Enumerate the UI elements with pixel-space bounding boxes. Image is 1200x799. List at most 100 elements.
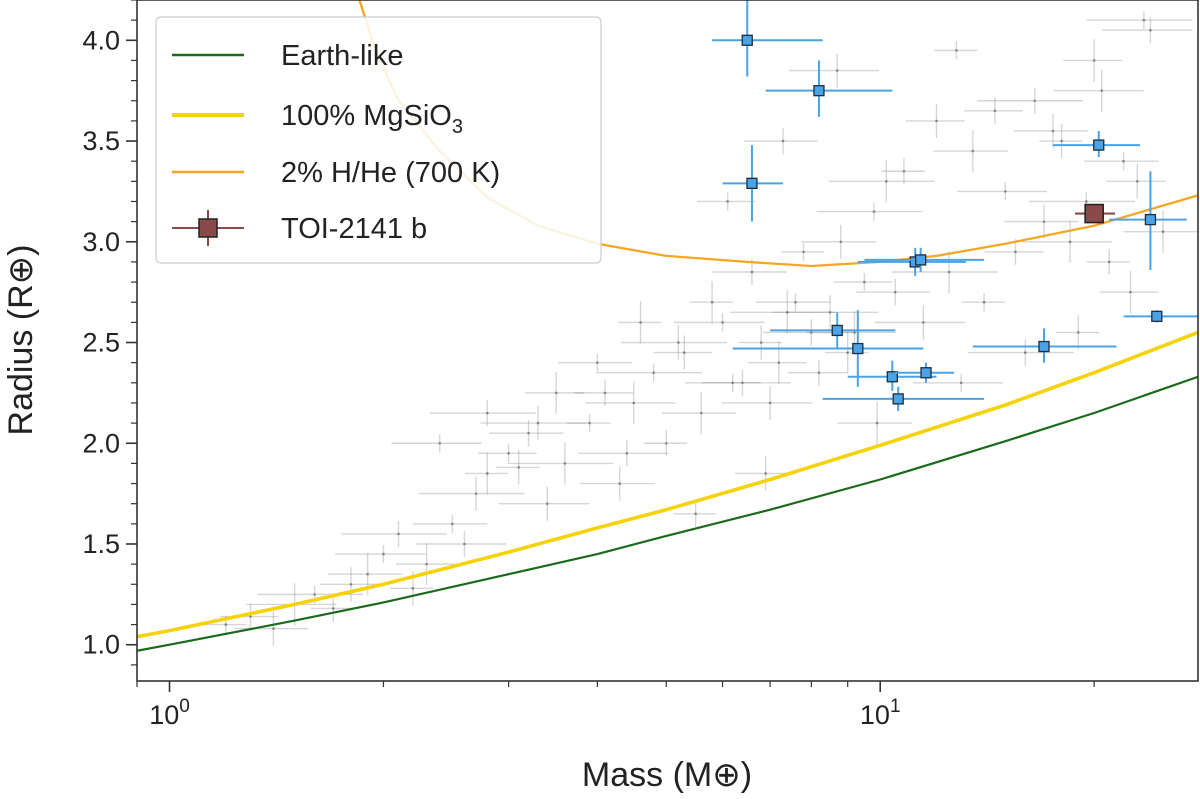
target-planet — [1075, 203, 1116, 224]
background-planet — [464, 452, 509, 495]
background-planet — [855, 279, 931, 306]
legend-box — [155, 16, 602, 264]
background-planet — [412, 514, 488, 533]
legend-label-mgsio3: 100% MgSiO3 — [281, 100, 463, 138]
background-planet — [496, 450, 540, 485]
background-planet — [620, 325, 727, 360]
target-planet-marker — [1084, 203, 1104, 224]
curve-earth — [137, 375, 1198, 652]
background-planet — [1086, 11, 1193, 30]
background-planet — [905, 103, 965, 139]
background-planet — [1055, 315, 1100, 350]
background-planet — [837, 401, 913, 445]
background-planet — [643, 430, 688, 457]
curve-mgsio3 — [137, 330, 1198, 639]
background-planet — [934, 41, 978, 60]
background-planet — [653, 335, 713, 370]
background-planet — [480, 405, 587, 441]
background-planet — [585, 381, 676, 425]
background-planet — [1099, 270, 1159, 314]
background-planet — [816, 202, 923, 221]
background-planet — [574, 379, 634, 406]
highlighted-planet — [972, 328, 1117, 363]
background-planet — [1123, 210, 1198, 253]
highlighted-planets — [712, 0, 1198, 412]
background-planet — [429, 399, 536, 427]
background-planet — [743, 127, 819, 155]
y-tick-label: 4.0 — [82, 25, 120, 55]
y-axis-title: Radius (R⊕) — [2, 245, 40, 436]
background-planet — [1102, 17, 1193, 44]
x-tick-label: 100 — [149, 696, 190, 730]
background-planet — [673, 500, 717, 527]
legend-label-earth: Earth-like — [281, 40, 404, 72]
background-planet — [881, 158, 925, 185]
background-planet — [964, 97, 1023, 124]
background-planet — [567, 414, 611, 433]
y-tick-label: 1.5 — [82, 529, 120, 559]
background-planet — [912, 373, 1003, 392]
background-planet — [701, 373, 761, 392]
background-planet — [1004, 204, 1079, 239]
background-planet — [1053, 69, 1144, 112]
background-planet — [580, 466, 655, 501]
background-planet — [525, 371, 585, 415]
background-planets — [203, 11, 1198, 646]
highlighted-planet — [770, 312, 896, 349]
x-tick-label: 101 — [860, 696, 901, 730]
background-planet — [891, 250, 998, 294]
highlighted-planet — [895, 362, 954, 383]
background-planet — [756, 293, 831, 312]
background-planet — [828, 160, 935, 203]
y-tick-label: 2.0 — [82, 428, 120, 458]
y-tick-label: 1.0 — [82, 630, 120, 660]
background-planet — [1106, 164, 1166, 199]
background-planet — [320, 567, 379, 602]
background-planet — [498, 486, 590, 521]
background-planet — [1021, 220, 1112, 263]
background-planet — [1084, 152, 1159, 171]
x-axis-ticks: 100 101 — [136, 681, 1095, 730]
background-planet — [684, 369, 791, 396]
background-planet — [416, 530, 507, 558]
background-planet — [788, 359, 847, 386]
background-planet — [310, 595, 355, 622]
highlighted-planet — [864, 247, 985, 272]
background-planet — [833, 273, 893, 292]
background-planet — [391, 434, 482, 453]
legend-label-hhe: 2% H/He (700 K) — [281, 157, 500, 189]
legend-label-toi: TOI-2141 b — [281, 213, 427, 245]
y-tick-label: 2.5 — [82, 328, 120, 358]
plot-frame — [136, 0, 1199, 682]
legend: Earth-like 100% MgSiO3 2% H/He (700 K) T… — [155, 16, 602, 264]
y-tick-label: 3.5 — [82, 126, 120, 156]
highlighted-planet — [732, 310, 924, 387]
background-planet — [341, 520, 447, 548]
background-planet — [738, 325, 783, 360]
background-planet — [967, 339, 1074, 366]
background-planet — [801, 224, 876, 259]
background-planet — [578, 440, 669, 467]
background-planet — [874, 305, 966, 340]
background-planet — [661, 391, 737, 435]
background-planet — [477, 444, 537, 463]
highlighted-planet — [1109, 171, 1187, 270]
background-planet — [674, 313, 765, 332]
background-planet — [933, 129, 1008, 173]
background-planet — [721, 385, 812, 421]
x-axis-title: Mass (M⊕) — [582, 756, 752, 794]
background-planet — [729, 291, 836, 334]
background-planet — [961, 293, 1005, 312]
highlighted-planet — [1123, 310, 1198, 323]
background-planet — [772, 295, 879, 330]
highlighted-planet — [1052, 130, 1140, 158]
background-planet — [957, 182, 1048, 201]
background-planet — [1013, 113, 1088, 149]
background-planet — [788, 53, 880, 88]
highlighted-planet — [822, 386, 985, 412]
background-planet — [977, 87, 1084, 114]
background-planet — [596, 363, 703, 382]
background-planet — [781, 242, 825, 261]
background-planet — [557, 353, 633, 372]
